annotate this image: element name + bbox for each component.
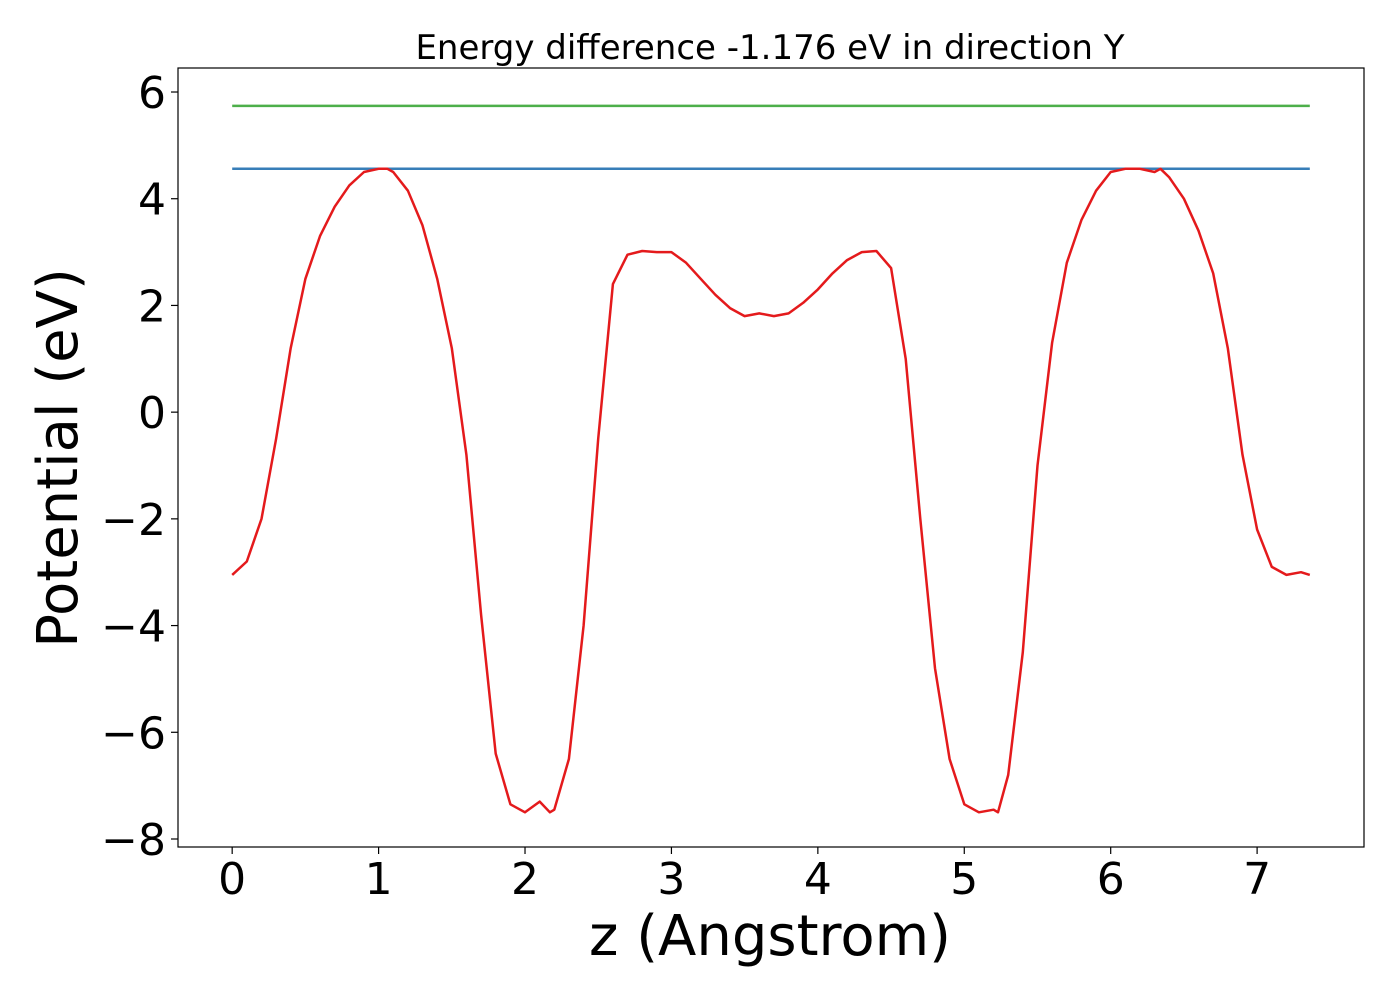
x-tick-label: 3	[657, 854, 685, 905]
y-tick-label: −8	[101, 815, 166, 866]
series-line-2	[231, 167, 1311, 814]
x-tick-label: 5	[950, 854, 978, 905]
plot-frame	[177, 67, 1365, 848]
y-tick-label: 6	[138, 68, 166, 119]
y-axis: 6 4 2 0 −2 −4 −6 −8	[101, 68, 178, 866]
y-tick-label: −2	[101, 495, 166, 546]
y-tick-label: 0	[138, 388, 166, 439]
x-axis: 0 1 2 3 4 5 6 7	[218, 847, 1271, 905]
y-tick-label: 4	[138, 175, 166, 226]
x-tick-label: 6	[1097, 854, 1125, 905]
x-tick-label: 2	[511, 854, 539, 905]
x-tick-label: 0	[218, 854, 246, 905]
plot-area	[231, 104, 1311, 814]
x-axis-label: z (Angstrom)	[589, 904, 951, 969]
chart-title: Energy difference -1.176 eV in direction…	[415, 28, 1124, 68]
x-tick-label: 7	[1243, 854, 1271, 905]
x-tick-label: 1	[365, 854, 393, 905]
y-tick-label: −6	[101, 708, 166, 759]
y-axis-label: Potential (eV)	[26, 268, 91, 648]
y-tick-label: 2	[138, 281, 166, 332]
x-tick-label: 4	[804, 854, 832, 905]
y-tick-label: −4	[101, 602, 166, 653]
